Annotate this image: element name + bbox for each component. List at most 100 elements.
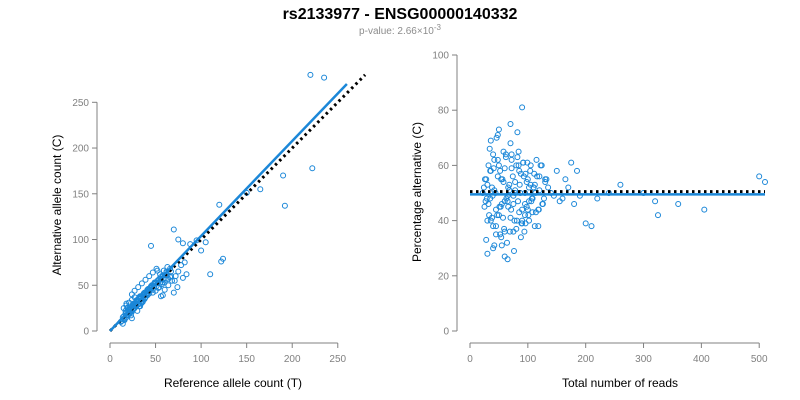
data-point <box>675 201 682 207</box>
data-point <box>165 282 172 289</box>
data-point <box>532 209 539 216</box>
data-point <box>514 154 521 161</box>
data-point <box>541 195 547 202</box>
data-point <box>514 129 521 136</box>
data-point <box>508 156 515 163</box>
data-point <box>525 212 532 219</box>
data-point <box>489 214 495 221</box>
data-point <box>501 165 508 172</box>
subtitle-text: p-value: 2.66×10 <box>359 26 434 37</box>
data-point <box>501 225 508 232</box>
y-tick-label: 150 <box>72 189 89 200</box>
data-point <box>559 195 566 202</box>
data-point <box>495 162 502 169</box>
data-point <box>655 212 661 219</box>
data-point <box>202 239 209 246</box>
data-point <box>536 173 543 180</box>
y-tick-label: 250 <box>72 98 89 109</box>
data-point <box>562 176 569 183</box>
data-point <box>172 273 179 280</box>
data-point <box>490 245 497 252</box>
data-point <box>519 217 526 224</box>
x-tick-label: 500 <box>751 354 768 365</box>
data-point <box>516 181 523 188</box>
data-point <box>497 231 504 238</box>
x-tick-label: 0 <box>107 354 113 365</box>
data-point <box>135 284 142 291</box>
data-point <box>539 201 546 207</box>
data-point <box>485 201 492 207</box>
data-point <box>500 214 506 221</box>
data-point <box>281 202 288 209</box>
data-point <box>520 159 527 166</box>
data-point <box>527 162 534 169</box>
data-point <box>519 206 526 213</box>
data-point <box>513 162 520 169</box>
data-point <box>519 104 526 111</box>
y-axis-label: Alternative allele count (C) <box>50 135 64 276</box>
data-point <box>170 289 177 296</box>
data-point <box>309 165 316 172</box>
data-point <box>485 162 492 169</box>
data-point <box>527 167 534 174</box>
data-point <box>170 226 177 233</box>
data-point <box>497 203 504 210</box>
data-point <box>493 231 499 238</box>
y-tick-label: 60 <box>438 161 450 172</box>
data-point <box>494 156 501 163</box>
data-point <box>534 173 541 180</box>
data-point <box>131 287 138 294</box>
data-point <box>571 201 578 207</box>
y-tick-label: 100 <box>72 235 89 246</box>
data-point <box>174 284 181 291</box>
data-point <box>515 148 522 155</box>
data-point <box>216 201 223 208</box>
data-point <box>198 247 205 254</box>
data-point <box>507 214 514 221</box>
y-tick-label: 0 <box>443 327 449 338</box>
data-point <box>220 255 226 262</box>
data-point <box>128 315 135 322</box>
data-point <box>146 273 153 280</box>
data-point <box>142 276 149 283</box>
data-point <box>538 162 545 169</box>
data-point <box>487 217 494 224</box>
data-point <box>486 145 493 152</box>
data-point <box>482 176 488 183</box>
data-point <box>510 228 517 235</box>
data-point <box>493 223 499 230</box>
data-point <box>535 223 542 230</box>
data-point <box>175 268 182 275</box>
data-point <box>594 195 601 202</box>
data-point <box>762 179 768 185</box>
data-point <box>494 132 501 138</box>
allele-count-scatter-panel: 0 50 100 150 200 250 0 50 100 150 200 250 Reference … <box>50 71 367 390</box>
data-point <box>497 167 504 174</box>
chart-subtitle: p-value: 2.66×10-3 <box>359 23 441 37</box>
data-point <box>495 212 502 219</box>
data-point <box>491 242 498 249</box>
data-point <box>522 212 528 219</box>
data-point <box>484 250 491 257</box>
x-tick-label: 300 <box>635 354 652 365</box>
data-point <box>505 203 512 210</box>
data-point <box>507 140 514 147</box>
x-axis-label: Total number of reads <box>562 376 678 390</box>
data-point <box>518 220 525 227</box>
data-point <box>531 223 538 230</box>
data-point <box>169 277 175 284</box>
data-point <box>553 167 560 174</box>
data-point <box>545 184 552 191</box>
percentage-alternative-scatter-panel: 0 100 200 300 400 500 0 20 40 60 80 100 Total number… <box>410 51 768 390</box>
data-point <box>131 294 138 301</box>
data-point <box>505 184 512 191</box>
data-point <box>701 206 708 213</box>
data-point <box>652 198 659 205</box>
data-point <box>128 312 134 319</box>
data-point <box>257 186 264 193</box>
data-point <box>508 151 515 158</box>
data-point <box>508 206 515 213</box>
data-point <box>481 203 488 210</box>
data-point <box>504 239 510 246</box>
data-point <box>507 121 514 127</box>
